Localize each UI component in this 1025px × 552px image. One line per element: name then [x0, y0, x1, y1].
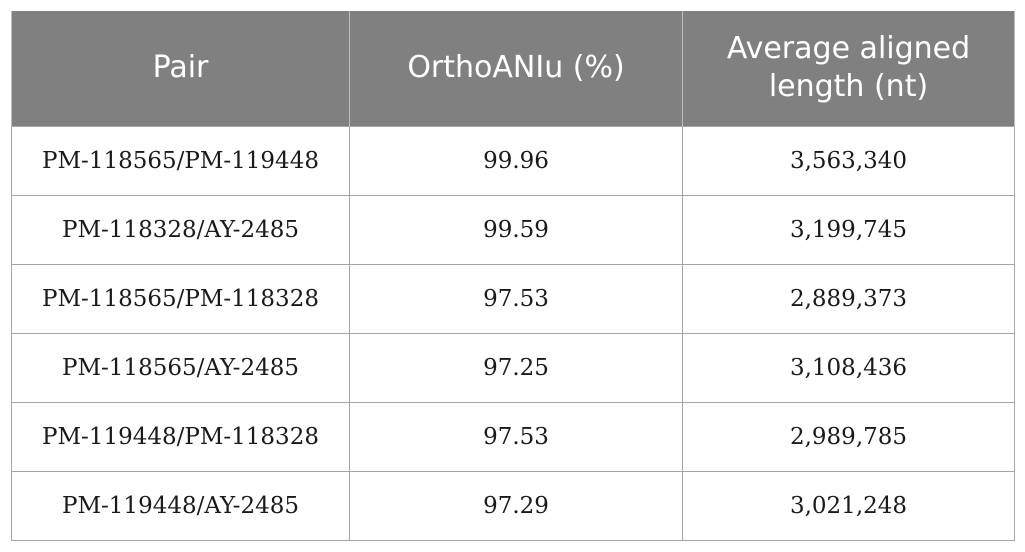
cell-pair: PM-119448/AY-2485	[11, 470, 350, 541]
cell-aligned-length: 3,199,745	[682, 194, 1015, 265]
cell-aligned-length: 3,563,340	[682, 125, 1015, 196]
cell-aligned-length: 3,021,248	[682, 470, 1015, 541]
table-header: Pair OrthoANIu (%) Average aligned lengt…	[11, 11, 1015, 126]
cell-orthoaniu: 99.96	[349, 125, 683, 196]
cell-pair: PM-118565/AY-2485	[11, 332, 350, 403]
orthoani-table: Pair OrthoANIu (%) Average aligned lengt…	[11, 11, 1015, 541]
header-row: Pair OrthoANIu (%) Average aligned lengt…	[11, 11, 1015, 126]
cell-orthoaniu: 97.25	[349, 332, 683, 403]
cell-pair: PM-119448/PM-118328	[11, 401, 350, 472]
cell-pair: PM-118565/PM-119448	[11, 125, 350, 196]
cell-pair: PM-118328/AY-2485	[11, 194, 350, 265]
cell-orthoaniu: 97.53	[349, 263, 683, 334]
table-row: PM-118565/AY-2485 97.25 3,108,436	[11, 332, 1015, 403]
table-row: PM-119448/AY-2485 97.29 3,021,248	[11, 470, 1015, 541]
cell-aligned-length: 2,989,785	[682, 401, 1015, 472]
cell-orthoaniu: 97.29	[349, 470, 683, 541]
cell-aligned-length: 3,108,436	[682, 332, 1015, 403]
data-table-container: Pair OrthoANIu (%) Average aligned lengt…	[11, 11, 1015, 541]
cell-orthoaniu: 97.53	[349, 401, 683, 472]
cell-pair: PM-118565/PM-118328	[11, 263, 350, 334]
table-row: PM-119448/PM-118328 97.53 2,989,785	[11, 401, 1015, 472]
cell-aligned-length: 2,889,373	[682, 263, 1015, 334]
cell-orthoaniu: 99.59	[349, 194, 683, 265]
header-average-aligned-length: Average aligned length (nt)	[682, 11, 1015, 126]
header-orthoaniu: OrthoANIu (%)	[349, 11, 683, 126]
table-row: PM-118565/PM-119448 99.96 3,563,340	[11, 125, 1015, 196]
table-body: PM-118565/PM-119448 99.96 3,563,340 PM-1…	[11, 125, 1015, 541]
header-pair: Pair	[11, 11, 350, 126]
table-row: PM-118328/AY-2485 99.59 3,199,745	[11, 194, 1015, 265]
table-row: PM-118565/PM-118328 97.53 2,889,373	[11, 263, 1015, 334]
